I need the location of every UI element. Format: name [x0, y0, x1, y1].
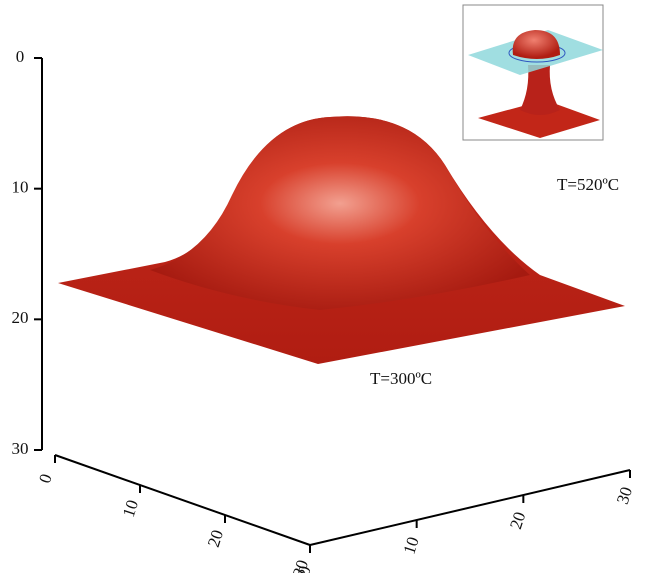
- tick-label: 30: [12, 439, 29, 458]
- surface-hump: [150, 116, 530, 310]
- axis-line: [55, 455, 310, 545]
- tick-label: 20: [12, 308, 29, 327]
- tick-label: 0: [16, 47, 25, 66]
- tick-label: 10: [12, 178, 29, 197]
- page: T=300ºC T=520ºC 010203001020300102030 ((…: [0, 0, 662, 573]
- tick-label: 10: [399, 534, 422, 556]
- main-label: T=300ºC: [370, 369, 432, 388]
- tick-label: 30: [613, 484, 636, 506]
- tick-label: 10: [119, 497, 142, 519]
- tick-label: 20: [506, 509, 529, 531]
- inset-label: T=520ºC: [557, 175, 619, 194]
- tick-label: 0: [35, 472, 56, 486]
- axis-line: [310, 470, 630, 545]
- figure: T=300ºC T=520ºC 010203001020300102030: [0, 0, 662, 573]
- tick-label: 20: [204, 527, 227, 549]
- inset: T=520ºC: [463, 5, 619, 194]
